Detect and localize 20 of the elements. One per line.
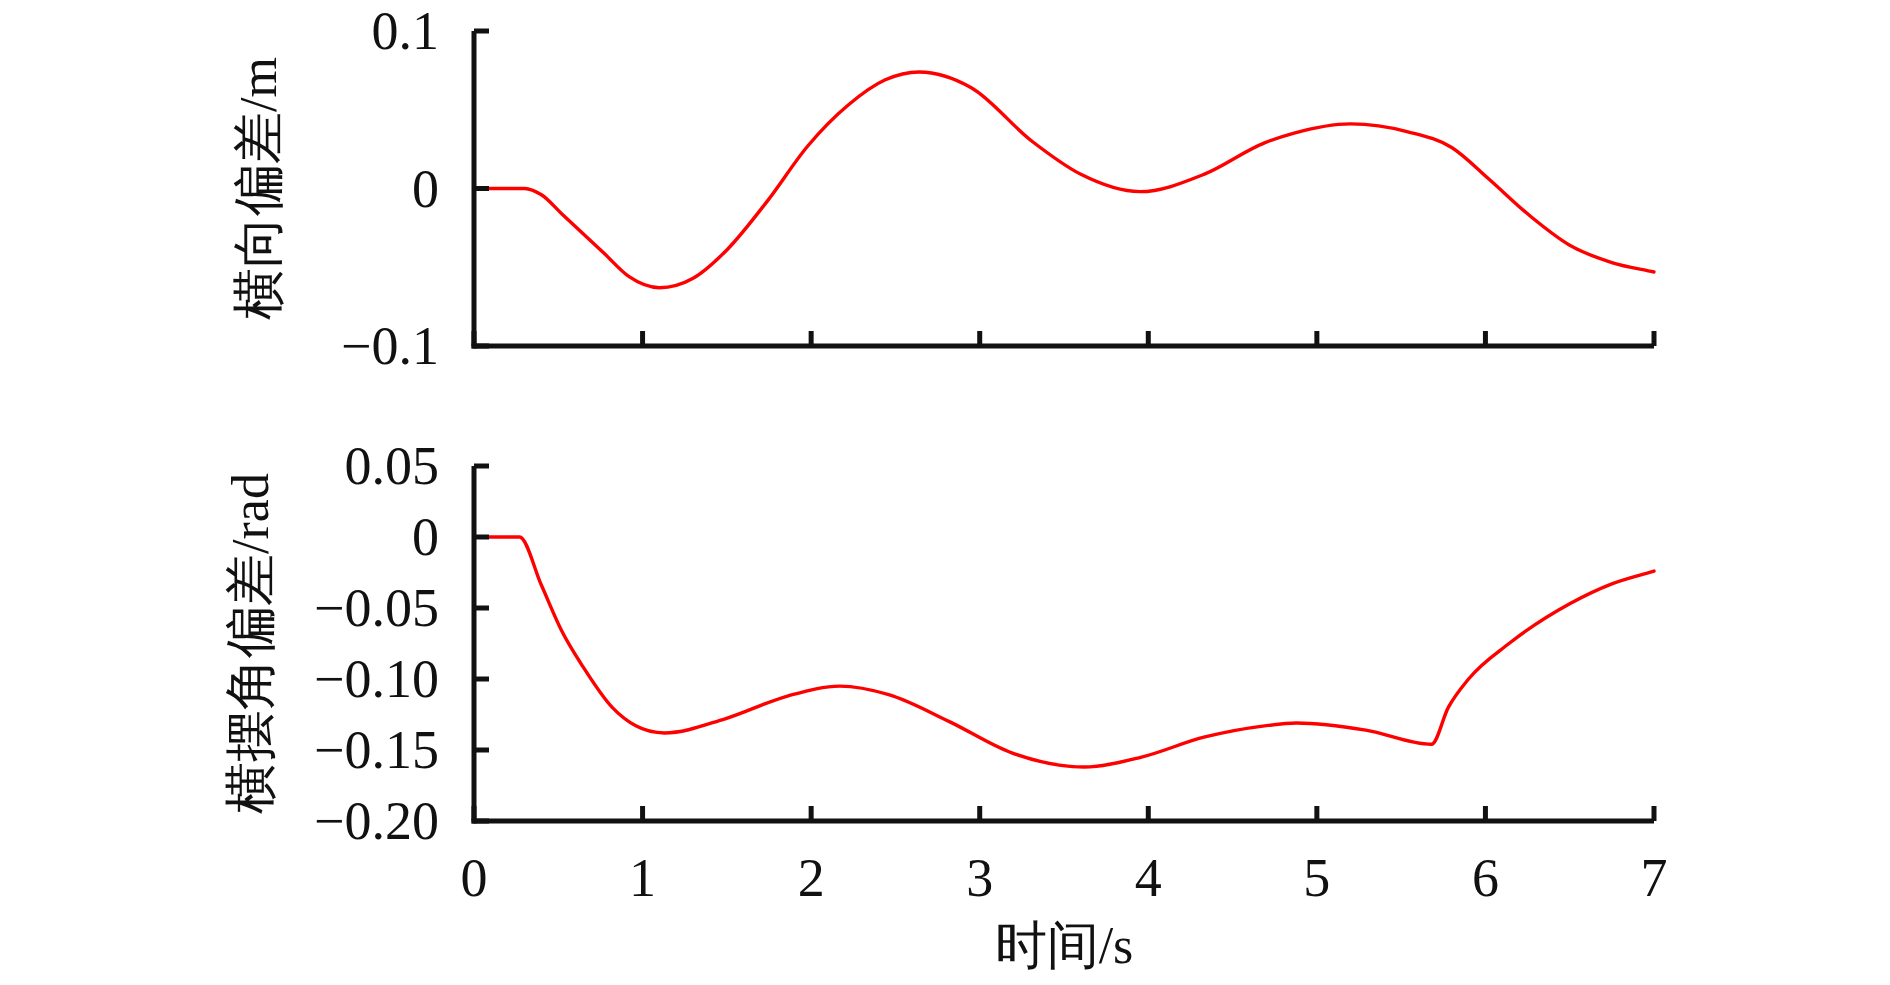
y-tick-label: 0 [412, 158, 439, 219]
x-tick-label: 0 [460, 848, 488, 908]
y-tick-label: −0.10 [314, 649, 439, 709]
y-tick-label: −0.15 [314, 720, 439, 780]
x-tick-label: 1 [629, 848, 657, 908]
y-tick-label: −0.1 [341, 316, 439, 376]
ylabel: 横摆角偏差/rad [221, 473, 279, 814]
x-tick-label: 5 [1303, 848, 1331, 908]
x-tick-label: 2 [797, 848, 825, 908]
ylabel: 横向偏差/m [229, 57, 287, 320]
y-tick-label: 0.05 [344, 436, 439, 496]
y-tick-label: 0.1 [371, 1, 439, 61]
y-tick-label: −0.05 [314, 578, 439, 638]
xlabel: 时间/s [994, 917, 1134, 974]
x-tick-label: 4 [1134, 848, 1162, 908]
x-tick-label: 3 [966, 848, 994, 908]
x-tick-label: 6 [1471, 848, 1499, 908]
y-tick-label: −0.20 [314, 791, 439, 851]
x-tick-label: 7 [1640, 848, 1668, 908]
y-tick-label: 0 [412, 507, 439, 567]
